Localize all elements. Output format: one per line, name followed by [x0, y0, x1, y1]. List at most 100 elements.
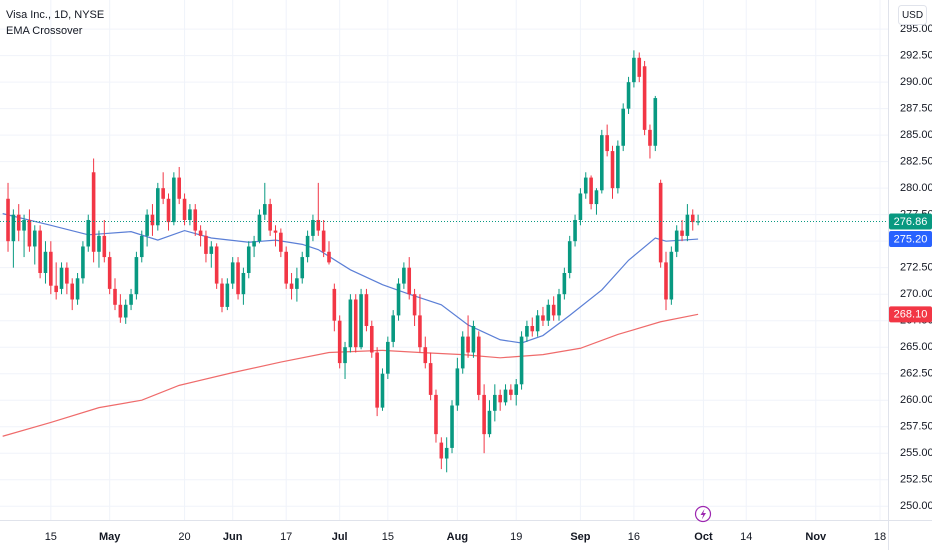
y-tick-label: 282.50	[900, 156, 932, 168]
candle-body	[172, 177, 176, 223]
x-tick-label: 19	[510, 531, 522, 543]
price-tag-label: 268.10	[894, 309, 928, 321]
candle-body	[257, 214, 262, 242]
candle-body	[129, 294, 133, 305]
candle-body	[567, 241, 572, 273]
candle-body	[262, 204, 267, 215]
candle-body	[658, 182, 663, 263]
event-bolt[interactable]	[700, 509, 707, 520]
candle-body	[54, 285, 58, 293]
candle-body	[471, 325, 476, 353]
candle-body	[359, 294, 363, 348]
y-tick-label: 265.00	[900, 341, 932, 353]
candle-body	[300, 257, 305, 279]
candle-body	[97, 235, 101, 252]
candle-body	[279, 232, 283, 252]
candle-body	[460, 336, 465, 369]
ema-line	[2, 313, 699, 437]
candle-body	[353, 299, 358, 348]
ema-layer	[2, 213, 699, 437]
candle-body	[343, 347, 347, 364]
x-tick-label: Aug	[447, 531, 468, 543]
candle-body	[573, 219, 577, 242]
y-tick-label: 280.00	[900, 182, 932, 194]
candle-body	[102, 235, 107, 258]
candle-body	[59, 267, 64, 289]
candle-body	[321, 230, 326, 252]
candle-body	[27, 219, 32, 247]
x-tick-label: 16	[628, 531, 640, 543]
candle-body	[557, 294, 561, 316]
event-icon[interactable]	[694, 505, 712, 523]
candle-body	[402, 267, 406, 284]
candle-body	[589, 177, 593, 205]
candle-body	[107, 257, 112, 289]
x-tick-label: May	[99, 531, 121, 543]
candle-body	[653, 98, 658, 146]
ema-line	[2, 213, 699, 344]
candle-body	[166, 198, 171, 223]
candle-body	[43, 251, 48, 273]
candle-body	[209, 246, 214, 254]
candle-body	[434, 394, 438, 435]
candle-body	[123, 304, 128, 318]
candle-body	[476, 336, 481, 395]
candle-body	[669, 251, 674, 300]
candle-body	[391, 315, 395, 342]
candle-body	[535, 315, 540, 332]
currency[interactable]: USD	[902, 10, 923, 21]
candle-body	[11, 214, 16, 242]
price-tag-label: 275.20	[894, 233, 928, 245]
candle-body	[546, 304, 551, 321]
candle-body	[696, 221, 700, 223]
x-tick-label: 14	[740, 531, 752, 543]
candle-body	[65, 267, 69, 284]
candle-body	[396, 283, 401, 316]
candle-body	[246, 246, 251, 273]
candle-body	[188, 209, 192, 220]
candle-body	[562, 272, 567, 295]
candle-body	[113, 288, 117, 305]
x-tick-label: Jun	[223, 531, 243, 543]
candle-body	[509, 389, 513, 395]
candle-body	[268, 204, 272, 231]
candle-body	[305, 235, 310, 258]
candle-body	[423, 347, 428, 364]
candle-body	[70, 283, 75, 300]
candle-body	[214, 246, 219, 284]
x-tick-label: Oct	[694, 531, 713, 543]
chart-title: Visa Inc., 1D, NYSE	[6, 9, 104, 21]
x-tick-label: 17	[280, 531, 292, 543]
candle-body	[230, 262, 235, 284]
candle-body	[541, 315, 545, 321]
y-tick-label: 260.00	[900, 394, 932, 406]
candle-body	[498, 394, 502, 403]
currency-box[interactable]	[898, 5, 927, 25]
candle-body	[284, 251, 288, 284]
candle-body	[530, 325, 535, 332]
candle-body	[578, 193, 583, 220]
x-tick-label: Sep	[570, 531, 590, 543]
price-tag	[889, 231, 932, 248]
grid-layer	[0, 0, 888, 520]
price-tag-label: 276.86	[894, 216, 928, 228]
candle-body	[252, 241, 256, 247]
price-tag	[889, 213, 932, 230]
candle-body	[81, 246, 85, 279]
y-tick-label: 295.00	[900, 23, 932, 35]
candle-body	[49, 251, 53, 286]
candle-body	[75, 278, 80, 300]
candle-body	[32, 230, 37, 247]
candle-body	[150, 214, 155, 226]
candle-body	[386, 341, 390, 374]
candle-body	[610, 151, 615, 189]
candle-body	[91, 172, 96, 252]
x-tick-label: 15	[382, 531, 394, 543]
candle-body	[38, 230, 42, 273]
candle-body	[204, 235, 208, 254]
candle-body	[369, 325, 374, 353]
candle-body	[16, 214, 21, 231]
candle-body	[22, 219, 26, 231]
